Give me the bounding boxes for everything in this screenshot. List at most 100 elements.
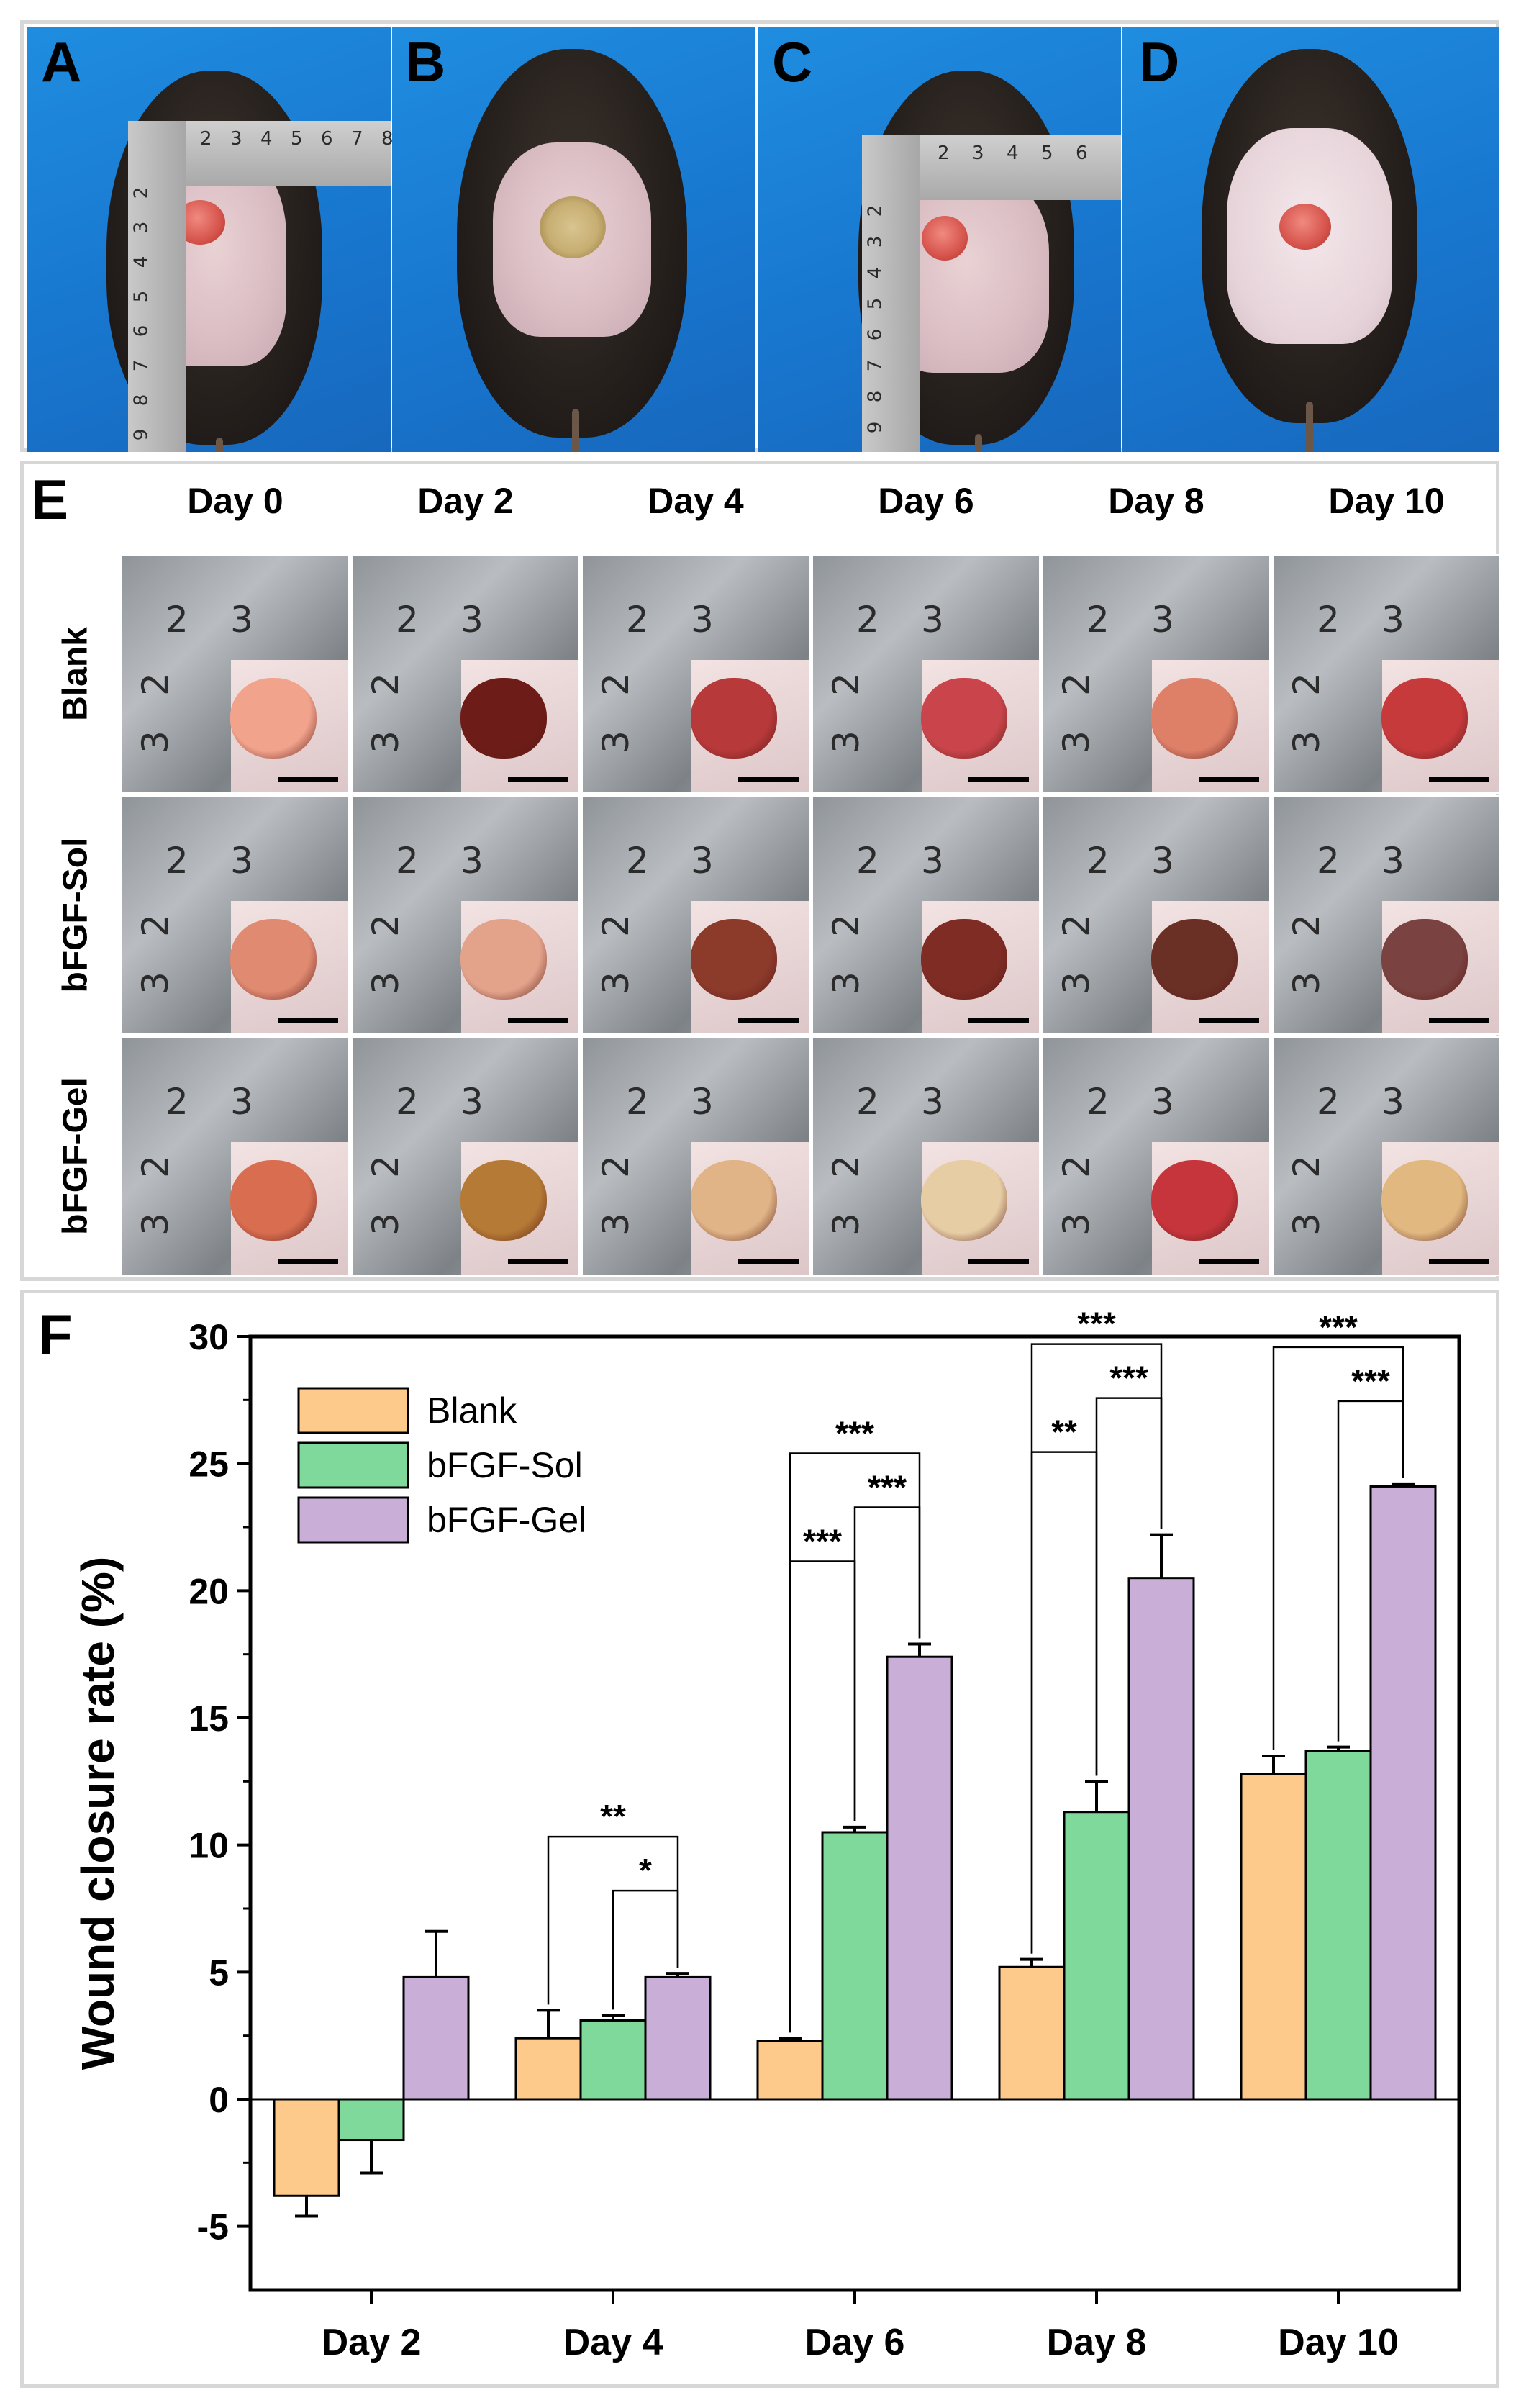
ruler-number: 6 <box>1076 142 1088 164</box>
bar-bfgf-sol <box>1063 1811 1130 2101</box>
wound-spot <box>691 678 777 759</box>
ruler-number: 3 <box>230 1081 253 1123</box>
y-axis-label: Wound closure rate (%) <box>72 1557 124 2070</box>
wound-spot <box>921 919 1007 1000</box>
wound-spot <box>460 919 547 1000</box>
ruler-number: 6 <box>321 128 333 150</box>
scale-bar <box>1199 1018 1259 1023</box>
y-tick-label: -5 <box>197 2207 229 2248</box>
wound-spot <box>460 678 547 759</box>
ruler-number: 2 <box>1055 1155 1097 1178</box>
day-column-header: Day 4 <box>648 481 744 521</box>
y-tick-label: 30 <box>189 1317 229 1357</box>
bar-blank <box>514 2037 582 2101</box>
ruler-number: 6 <box>864 328 886 341</box>
ruler-number: 3 <box>130 221 153 234</box>
ruler-number: 2 <box>364 673 407 696</box>
day-column-header: Day 6 <box>878 481 974 521</box>
ruler-number: 2 <box>1285 914 1327 937</box>
scale-bar <box>1429 1259 1489 1264</box>
ruler-number: 2 <box>200 128 212 150</box>
significance-label: *** <box>1319 1308 1358 1346</box>
ruler-number: 3 <box>594 1213 637 1236</box>
scale-bar <box>508 1018 568 1023</box>
ruler-number: 3 <box>594 972 637 995</box>
wound-spot <box>1151 919 1238 1000</box>
ruler-number: 5 <box>130 290 153 303</box>
ruler-number: 3 <box>1285 972 1327 995</box>
wound-spot <box>1151 678 1238 759</box>
wound-spot <box>460 1160 547 1241</box>
ruler-number: 2 <box>626 840 649 882</box>
photo-a <box>27 27 391 452</box>
bar-blank <box>998 1965 1066 2101</box>
scale-bar <box>738 777 799 782</box>
bar-bfgf-sol <box>821 1831 889 2101</box>
ruler-number: 4 <box>1007 142 1019 164</box>
scale-bar <box>738 1259 799 1264</box>
panel-letter-a: A <box>41 30 82 94</box>
ruler-number: 4 <box>260 128 273 150</box>
wound-spot <box>230 919 317 1000</box>
legend-swatch-blank <box>297 1387 409 1434</box>
day-column-header: Day 10 <box>1328 481 1445 521</box>
significance-label: *** <box>1109 1359 1148 1397</box>
ruler-number: 2 <box>938 142 950 164</box>
photo-b <box>392 27 755 452</box>
ruler-number: 2 <box>856 599 879 641</box>
panel-letter-c: C <box>772 30 813 94</box>
scale-bar <box>508 777 568 782</box>
wound-closure-chart: -5 0 5 10 15 20 25 30 Wound closure rate (%) Day … <box>72 1305 1461 2363</box>
ruler-number: 2 <box>1317 599 1340 641</box>
wound-photo-grid-panel: E Day 0 Day 2 Day 4 Day 6 Day 8 Day 10 Blank 2 3… <box>20 461 1501 1281</box>
ruler-number: 3 <box>972 142 984 164</box>
x-tick-label: Day 4 <box>563 2322 663 2363</box>
panel-letter-d: D <box>1139 30 1180 94</box>
bar-bfgf-sol <box>1304 1750 1372 2101</box>
panel-letter-b: B <box>405 30 446 94</box>
scale-bar <box>968 1259 1029 1264</box>
ruler-number: 9 <box>130 428 153 441</box>
ruler-number: 2 <box>134 673 176 696</box>
ruler-number: 2 <box>1317 840 1340 882</box>
ruler-number: 3 <box>230 599 253 641</box>
ruler-number: 3 <box>364 1213 407 1236</box>
ruler-number: 2 <box>130 186 153 199</box>
ruler-number: 8 <box>381 128 394 150</box>
ruler-number: 2 <box>626 1081 649 1123</box>
y-tick-label: 10 <box>189 1826 229 1866</box>
ruler-number: 3 <box>134 972 176 995</box>
row-header-blank: Blank <box>56 626 95 721</box>
wound-b <box>540 196 606 258</box>
bar-bfgf-gel <box>402 1975 470 2101</box>
x-tick-label: Day 8 <box>1047 2322 1147 2363</box>
scale-bar <box>278 1259 338 1264</box>
ruler-number: 3 <box>134 730 176 753</box>
ruler-number: 2 <box>165 599 189 641</box>
scale-bar <box>968 777 1029 782</box>
ruler-number: 3 <box>864 235 886 248</box>
ruler-number: 2 <box>1055 914 1097 937</box>
scale-bar <box>738 1018 799 1023</box>
ruler-number: 3 <box>1285 730 1327 753</box>
ruler-number: 6 <box>130 325 153 338</box>
ruler-number: 3 <box>1151 1081 1174 1123</box>
significance-label: ** <box>600 1798 626 1835</box>
ruler-number: 4 <box>130 255 153 268</box>
ruler-number: 3 <box>1151 599 1174 641</box>
significance-label: *** <box>868 1469 907 1506</box>
wound-spot <box>1381 678 1468 759</box>
wound-spot <box>691 919 777 1000</box>
ruler-number: 2 <box>594 1155 637 1178</box>
ruler-number: 3 <box>825 1213 867 1236</box>
scale-bar <box>278 777 338 782</box>
